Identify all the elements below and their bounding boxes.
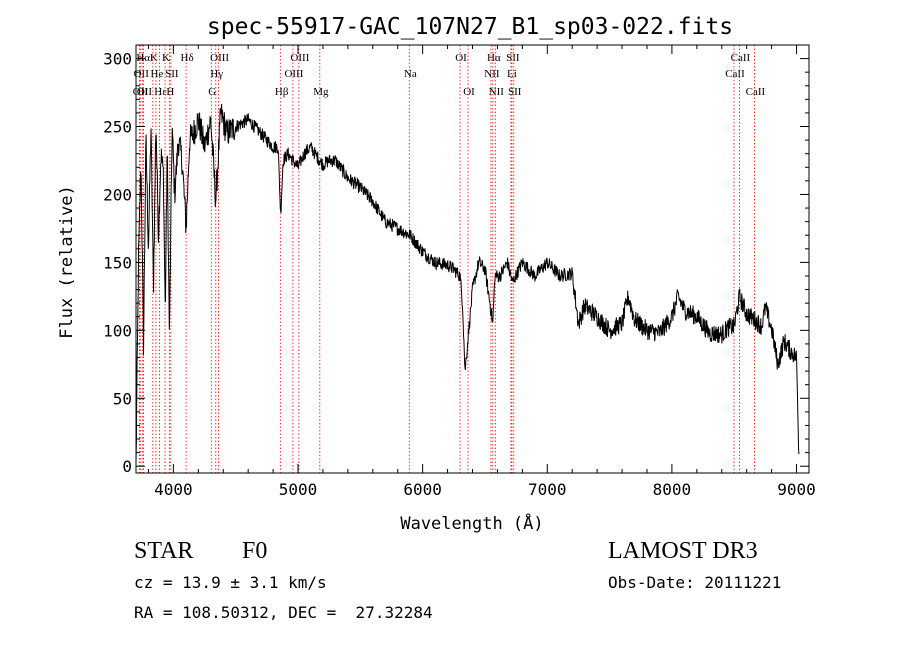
spectrum-data-layer bbox=[135, 103, 800, 462]
spectral-line-label: SII bbox=[506, 52, 520, 64]
y-tick-label: 300 bbox=[103, 50, 132, 69]
object-subclass: F0 bbox=[242, 538, 268, 564]
spectral-line-label: OI bbox=[455, 52, 467, 64]
x-tick-label: 6000 bbox=[403, 480, 442, 499]
spectral-line-label: NII bbox=[484, 68, 500, 80]
spectral-line-label: K bbox=[162, 52, 170, 64]
y-axis-label: Flux (relative) bbox=[57, 185, 77, 339]
spectral-line-label: K bbox=[150, 52, 158, 64]
spectral-line-label: OI bbox=[463, 86, 475, 98]
y-tick-label: 100 bbox=[103, 321, 132, 340]
y-tick-label: 0 bbox=[122, 457, 132, 476]
spectral-line-label: OIII bbox=[210, 52, 229, 64]
spectral-line-label: NII bbox=[489, 86, 505, 98]
spectral-line-label: Hδ bbox=[181, 52, 194, 64]
spectral-line-label: OII bbox=[134, 68, 150, 80]
spectral-line-label: Hβ bbox=[275, 86, 289, 98]
spectral-line-label: H bbox=[166, 86, 174, 98]
spectral-line-label: Hα bbox=[487, 52, 501, 64]
x-tick-label: 8000 bbox=[653, 480, 692, 499]
axis-layer: 4000 5000 6000 7000 8000 9000 0 50 100 150 200 250 3… bbox=[103, 45, 816, 499]
spectrum-chart: spec-55917-GAC_107N27_B1_sp03-022.fits O… bbox=[57, 14, 816, 534]
object-class: STAR bbox=[134, 538, 194, 564]
y-tick-label: 50 bbox=[113, 389, 132, 408]
spectral-line-label: Mg bbox=[313, 86, 329, 98]
survey-name: LAMOST DR3 bbox=[608, 538, 758, 564]
spectral-line-label: Hγ bbox=[210, 68, 223, 80]
spectral-line-label: CaII bbox=[746, 86, 766, 98]
observation-date: Obs-Date: 20111221 bbox=[608, 573, 782, 592]
y-tick-label: 200 bbox=[103, 185, 132, 204]
x-tick-label: 5000 bbox=[279, 480, 318, 499]
redshift-cz: cz = 13.9 ± 3.1 km/s bbox=[134, 573, 327, 592]
spectral-line-label: OII bbox=[137, 86, 153, 98]
spectral-line-label: Na bbox=[404, 68, 417, 80]
y-tick-label: 150 bbox=[103, 253, 132, 272]
plot-frame bbox=[135, 44, 810, 474]
spectral-line-label: SII bbox=[508, 86, 522, 98]
spectral-line-label: Hε bbox=[154, 86, 167, 98]
spectral-line-label: OIII bbox=[290, 52, 309, 64]
x-tick-label: 9000 bbox=[777, 480, 816, 499]
spectral-line-label: G bbox=[208, 86, 216, 98]
spectral-line-label: CaII bbox=[731, 52, 751, 64]
spectrum-series-line bbox=[135, 103, 800, 462]
spectral-line-label: CaII bbox=[725, 68, 745, 80]
chart-title: spec-55917-GAC_107N27_B1_sp03-022.fits bbox=[207, 14, 733, 40]
y-tick-label: 250 bbox=[103, 118, 132, 137]
x-tick-label: 4000 bbox=[154, 480, 193, 499]
x-tick-label: 7000 bbox=[528, 480, 567, 499]
spectral-line-label: OIII bbox=[284, 68, 303, 80]
spectral-line-label: SII bbox=[165, 68, 179, 80]
spectral-lines-layer: OIIOIIHαOIIKHeHεKHSIIHδGHγOIIIHβOIIIOIII… bbox=[133, 45, 766, 473]
spectral-line-label: He bbox=[151, 68, 164, 80]
sky-coordinates: RA = 108.50312, DEC = 27.32284 bbox=[134, 603, 433, 622]
spectral-line-label: Hα bbox=[136, 52, 150, 64]
x-axis-label: Wavelength (Å) bbox=[400, 512, 543, 534]
